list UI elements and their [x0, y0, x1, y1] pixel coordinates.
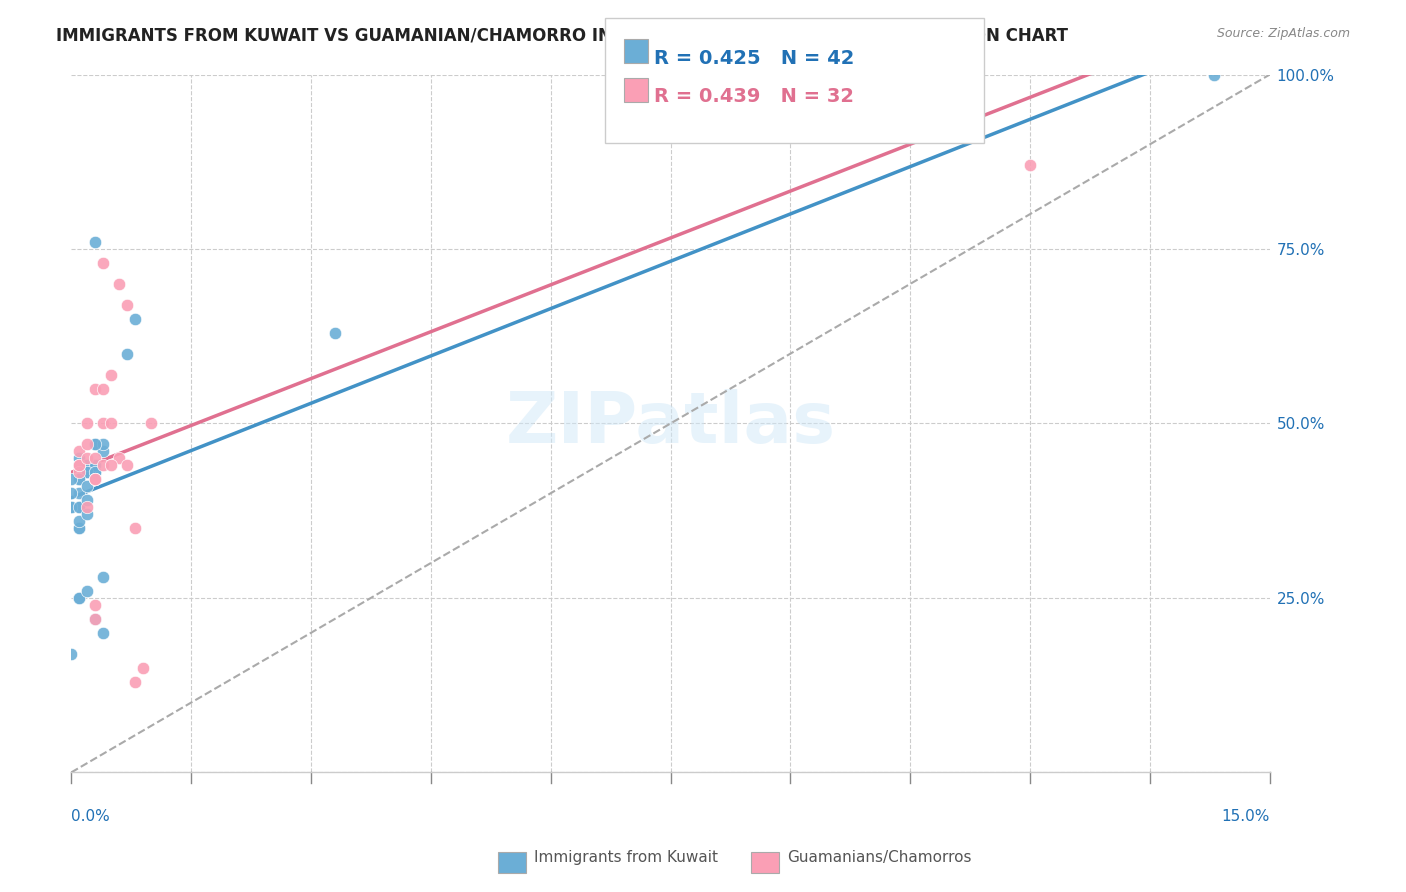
Point — [67, 444, 90, 458]
Text: Source: ZipAtlas.com: Source: ZipAtlas.com — [1216, 27, 1350, 40]
Point — [76, 465, 98, 479]
Point — [67, 458, 90, 473]
Point — [124, 674, 146, 689]
Point — [76, 479, 98, 493]
Point — [76, 458, 98, 473]
Point — [76, 437, 98, 451]
Point — [76, 465, 98, 479]
Point — [76, 451, 98, 466]
Point — [67, 486, 90, 500]
Point — [91, 417, 114, 431]
Point — [100, 458, 122, 473]
Point — [67, 591, 90, 605]
Point — [323, 326, 346, 340]
Point — [60, 647, 83, 661]
Point — [84, 472, 107, 486]
Point — [91, 625, 114, 640]
Point — [84, 437, 107, 451]
Text: Immigrants from Kuwait: Immigrants from Kuwait — [534, 850, 718, 865]
Point — [84, 612, 107, 626]
Point — [67, 514, 90, 528]
Point — [84, 612, 107, 626]
Point — [84, 437, 107, 451]
Point — [60, 500, 83, 515]
Point — [91, 458, 114, 473]
Point — [67, 472, 90, 486]
Point — [115, 298, 138, 312]
Text: 15.0%: 15.0% — [1222, 809, 1270, 824]
Point — [84, 451, 107, 466]
Text: ZIPatlas: ZIPatlas — [506, 389, 835, 458]
Point — [67, 521, 90, 535]
Point — [100, 417, 122, 431]
Point — [67, 521, 90, 535]
Point — [84, 235, 107, 249]
Point — [91, 382, 114, 396]
Point — [141, 417, 163, 431]
Point — [76, 458, 98, 473]
Point — [1019, 158, 1042, 172]
Text: Guamanians/Chamorros: Guamanians/Chamorros — [787, 850, 972, 865]
Text: 0.0%: 0.0% — [72, 809, 110, 824]
Point — [84, 382, 107, 396]
Text: R = 0.425   N = 42: R = 0.425 N = 42 — [654, 49, 855, 68]
Point — [60, 486, 83, 500]
Point — [67, 500, 90, 515]
Point — [67, 458, 90, 473]
Point — [91, 256, 114, 270]
Point — [76, 584, 98, 599]
Point — [91, 437, 114, 451]
Point — [67, 465, 90, 479]
Point — [124, 311, 146, 326]
Point — [67, 458, 90, 473]
Point — [67, 451, 90, 466]
Point — [76, 500, 98, 515]
Point — [124, 521, 146, 535]
Point — [1202, 68, 1225, 82]
Point — [60, 500, 83, 515]
Point — [84, 472, 107, 486]
Point — [84, 472, 107, 486]
Point — [67, 472, 90, 486]
Point — [108, 451, 131, 466]
Point — [76, 417, 98, 431]
Point — [115, 458, 138, 473]
Point — [91, 444, 114, 458]
Point — [76, 507, 98, 521]
Point — [115, 346, 138, 360]
Point — [84, 598, 107, 612]
Point — [60, 472, 83, 486]
Point — [84, 458, 107, 473]
Text: R = 0.439   N = 32: R = 0.439 N = 32 — [654, 87, 853, 106]
Point — [60, 500, 83, 515]
Point — [84, 465, 107, 479]
Point — [67, 591, 90, 605]
Text: IMMIGRANTS FROM KUWAIT VS GUAMANIAN/CHAMORRO IN LABOR FORCE | AGE 16-19 CORRELAT: IMMIGRANTS FROM KUWAIT VS GUAMANIAN/CHAM… — [56, 27, 1069, 45]
Point — [67, 500, 90, 515]
Point — [84, 465, 107, 479]
Point — [91, 570, 114, 584]
Point — [132, 661, 155, 675]
Point — [84, 465, 107, 479]
Point — [820, 68, 842, 82]
Point — [100, 368, 122, 382]
Point — [108, 277, 131, 291]
Point — [76, 493, 98, 508]
